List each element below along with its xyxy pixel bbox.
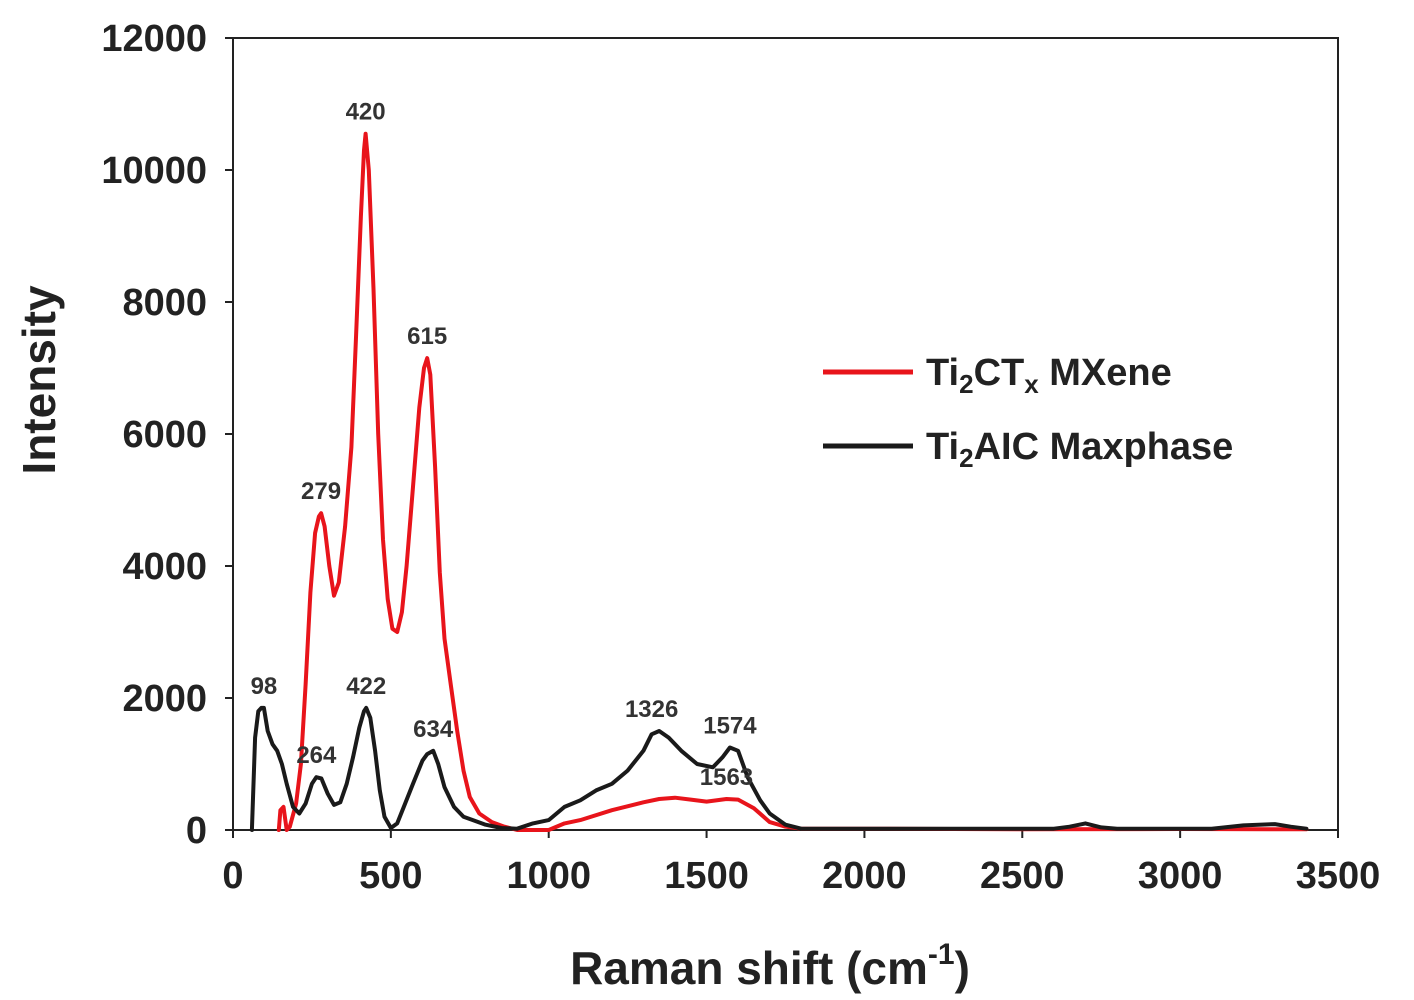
x-tick-label: 3000 xyxy=(1138,855,1223,897)
peak-label-maxphase: 1574 xyxy=(703,713,757,740)
x-axis-title-superscript: -1 xyxy=(928,938,955,971)
y-tick-label: 10000 xyxy=(101,150,207,192)
x-tick-label: 1000 xyxy=(506,855,591,897)
y-tick-label: 8000 xyxy=(122,282,207,324)
y-tick-label: 2000 xyxy=(122,678,207,720)
x-axis-title-main: Raman shift (cm xyxy=(570,942,928,994)
legend-text-part: MXene xyxy=(1039,352,1172,394)
legend-label-mxene: Ti2CTx MXene xyxy=(926,352,1172,399)
legend-subscript: x xyxy=(1024,369,1039,399)
axis-ticks: 0 500 1000 1500 2000 2500 3000 3500 0 2000 4000 600… xyxy=(101,18,1380,897)
y-tick-label: 0 xyxy=(186,810,207,852)
peak-labels: 279 420 615 1563 98 264 422 634 1326 1574 xyxy=(251,99,758,791)
peak-label-maxphase: 98 xyxy=(251,673,278,700)
peak-label-maxphase: 634 xyxy=(413,716,454,743)
x-tick-label: 2000 xyxy=(822,855,907,897)
x-axis-title-close: ) xyxy=(955,942,970,994)
y-tick-label: 12000 xyxy=(101,18,207,60)
series-line-maxphase xyxy=(249,705,1309,832)
x-tick-label: 500 xyxy=(359,855,422,897)
legend-subscript: 2 xyxy=(959,443,973,473)
y-tick-label: 4000 xyxy=(122,546,207,588)
x-tick-label: 0 xyxy=(222,855,243,897)
legend-text-part: AIC Maxphase xyxy=(974,426,1234,468)
legend-subscript: 2 xyxy=(959,369,973,399)
peak-label-maxphase: 1326 xyxy=(625,696,678,723)
peak-label-maxphase: 264 xyxy=(296,742,337,769)
peak-label-maxphase: 422 xyxy=(346,673,386,700)
peak-label-mxene: 1563 xyxy=(700,764,753,791)
peak-label-mxene: 420 xyxy=(346,99,386,126)
y-axis-title: Intensity xyxy=(13,285,65,475)
legend-text-part: Ti xyxy=(926,426,959,468)
legend-text-part: Ti xyxy=(926,352,959,394)
legend-text-part: CT xyxy=(974,352,1025,394)
series-lines xyxy=(249,131,1309,832)
x-tick-label: 2500 xyxy=(980,855,1065,897)
x-tick-label: 3500 xyxy=(1296,855,1381,897)
peak-label-mxene: 279 xyxy=(301,478,341,505)
y-tick-label: 6000 xyxy=(122,414,207,456)
x-axis-title: Raman shift (cm-1) xyxy=(570,938,970,994)
legend-label-maxphase: Ti2AIC Maxphase xyxy=(926,426,1233,473)
x-tick-label: 1500 xyxy=(664,855,749,897)
series-line-mxene xyxy=(276,131,1309,832)
peak-label-mxene: 615 xyxy=(407,323,447,350)
